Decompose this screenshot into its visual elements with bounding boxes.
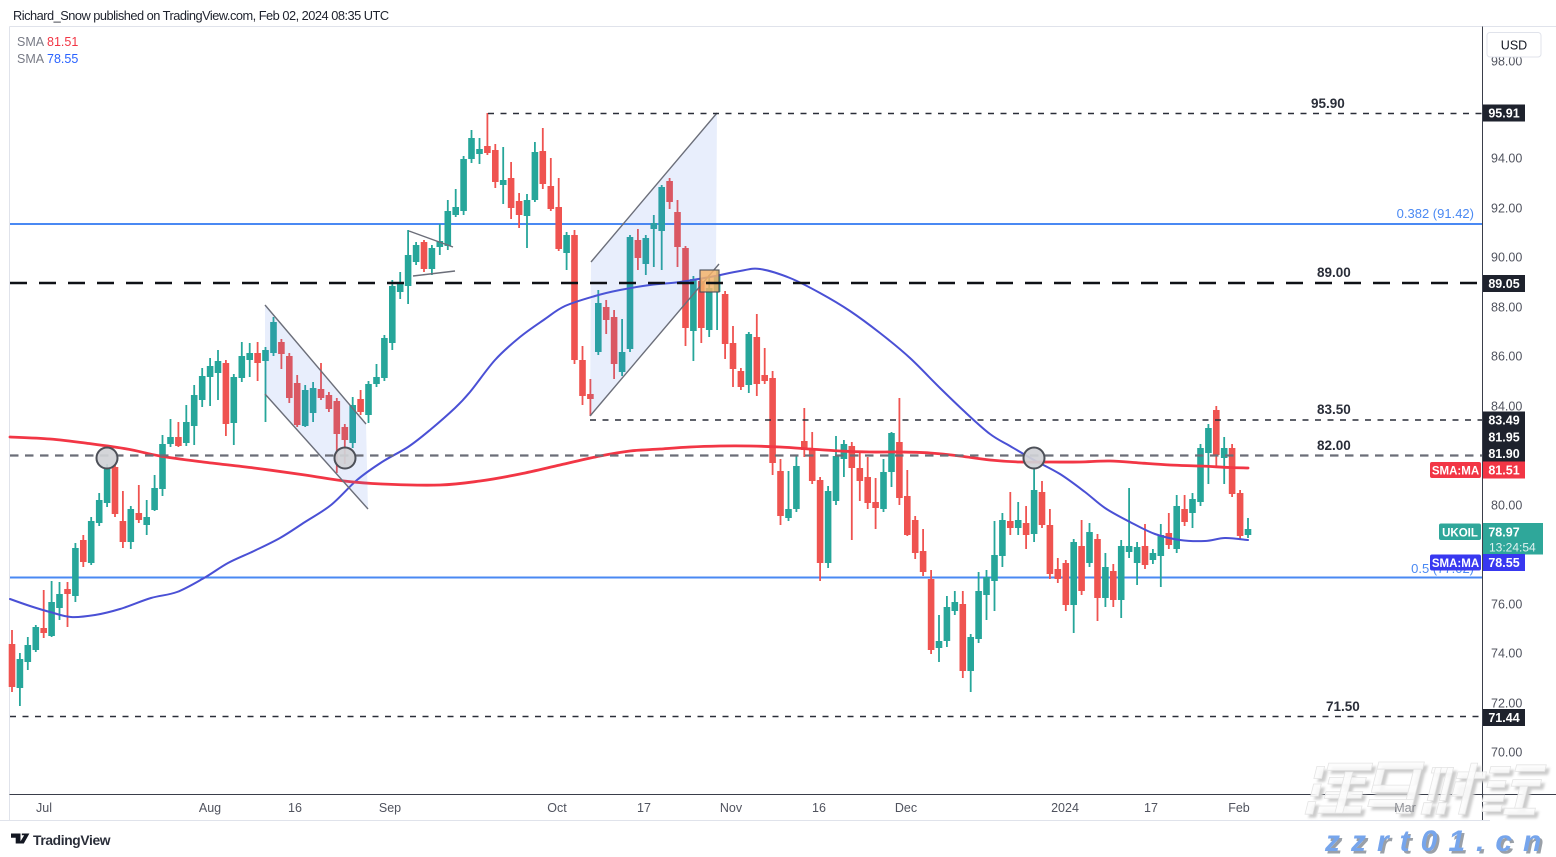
svg-text:Feb: Feb bbox=[1228, 801, 1250, 815]
svg-text:81.51: 81.51 bbox=[47, 35, 78, 49]
svg-text:17: 17 bbox=[1144, 801, 1158, 815]
svg-text:78.55: 78.55 bbox=[1488, 556, 1519, 570]
svg-text:89.00: 89.00 bbox=[1317, 265, 1351, 280]
svg-text:Mar: Mar bbox=[1394, 801, 1416, 815]
svg-text:90.00: 90.00 bbox=[1491, 251, 1522, 265]
svg-text:SMA: SMA bbox=[17, 35, 45, 49]
svg-text:0.382 (91.42): 0.382 (91.42) bbox=[1397, 206, 1474, 221]
svg-text:16: 16 bbox=[288, 801, 302, 815]
svg-text:SMA:MA: SMA:MA bbox=[1432, 466, 1479, 478]
svg-text:92.00: 92.00 bbox=[1491, 202, 1522, 216]
svg-text:86.00: 86.00 bbox=[1491, 350, 1522, 364]
svg-text:Richard_Snow published on Trad: Richard_Snow published on TradingView.co… bbox=[13, 8, 389, 23]
svg-text:Jul: Jul bbox=[36, 801, 52, 815]
svg-text:83.49: 83.49 bbox=[1488, 414, 1519, 428]
svg-text:98.00: 98.00 bbox=[1491, 55, 1522, 69]
svg-text:USD: USD bbox=[1501, 39, 1527, 53]
svg-text:82.00: 82.00 bbox=[1317, 438, 1351, 453]
svg-text:71.50: 71.50 bbox=[1326, 699, 1360, 714]
svg-text:80.00: 80.00 bbox=[1491, 499, 1522, 513]
svg-text:83.50: 83.50 bbox=[1317, 402, 1351, 417]
svg-text:78.97: 78.97 bbox=[1488, 526, 1519, 540]
svg-text:UKOIL: UKOIL bbox=[1442, 528, 1478, 540]
svg-text:76.00: 76.00 bbox=[1491, 598, 1522, 612]
svg-text:Aug: Aug bbox=[199, 801, 221, 815]
svg-text:SMA:MA: SMA:MA bbox=[1432, 558, 1479, 570]
svg-text:70.00: 70.00 bbox=[1491, 746, 1522, 760]
svg-text:89.05: 89.05 bbox=[1488, 277, 1519, 291]
svg-text:SMA: SMA bbox=[17, 52, 45, 66]
svg-text:72.00: 72.00 bbox=[1491, 697, 1522, 711]
svg-text:2024: 2024 bbox=[1051, 801, 1079, 815]
svg-text:88.00: 88.00 bbox=[1491, 301, 1522, 315]
svg-text:zzrt01.cn: zzrt01.cn bbox=[1327, 828, 1555, 857]
svg-text:TradingView: TradingView bbox=[33, 833, 111, 848]
svg-text:95.90: 95.90 bbox=[1311, 96, 1345, 111]
svg-text:78.55: 78.55 bbox=[47, 52, 78, 66]
svg-text:Sep: Sep bbox=[379, 801, 401, 815]
svg-text:81.95: 81.95 bbox=[1488, 431, 1519, 445]
svg-text:17: 17 bbox=[637, 801, 651, 815]
svg-text:zzrt01.cn: zzrt01.cn bbox=[1324, 825, 1552, 857]
svg-text:Nov: Nov bbox=[720, 801, 743, 815]
svg-text:81.51: 81.51 bbox=[1488, 464, 1519, 478]
svg-text:81.90: 81.90 bbox=[1488, 447, 1519, 461]
svg-text:95.91: 95.91 bbox=[1488, 107, 1519, 121]
svg-text:Oct: Oct bbox=[547, 801, 567, 815]
svg-text:74.00: 74.00 bbox=[1491, 647, 1522, 661]
svg-text:13:24:54: 13:24:54 bbox=[1489, 541, 1536, 555]
svg-text:94.00: 94.00 bbox=[1491, 152, 1522, 166]
svg-text:84.00: 84.00 bbox=[1491, 400, 1522, 414]
svg-text:71.44: 71.44 bbox=[1488, 711, 1519, 725]
svg-text:16: 16 bbox=[812, 801, 826, 815]
svg-text:Dec: Dec bbox=[895, 801, 917, 815]
